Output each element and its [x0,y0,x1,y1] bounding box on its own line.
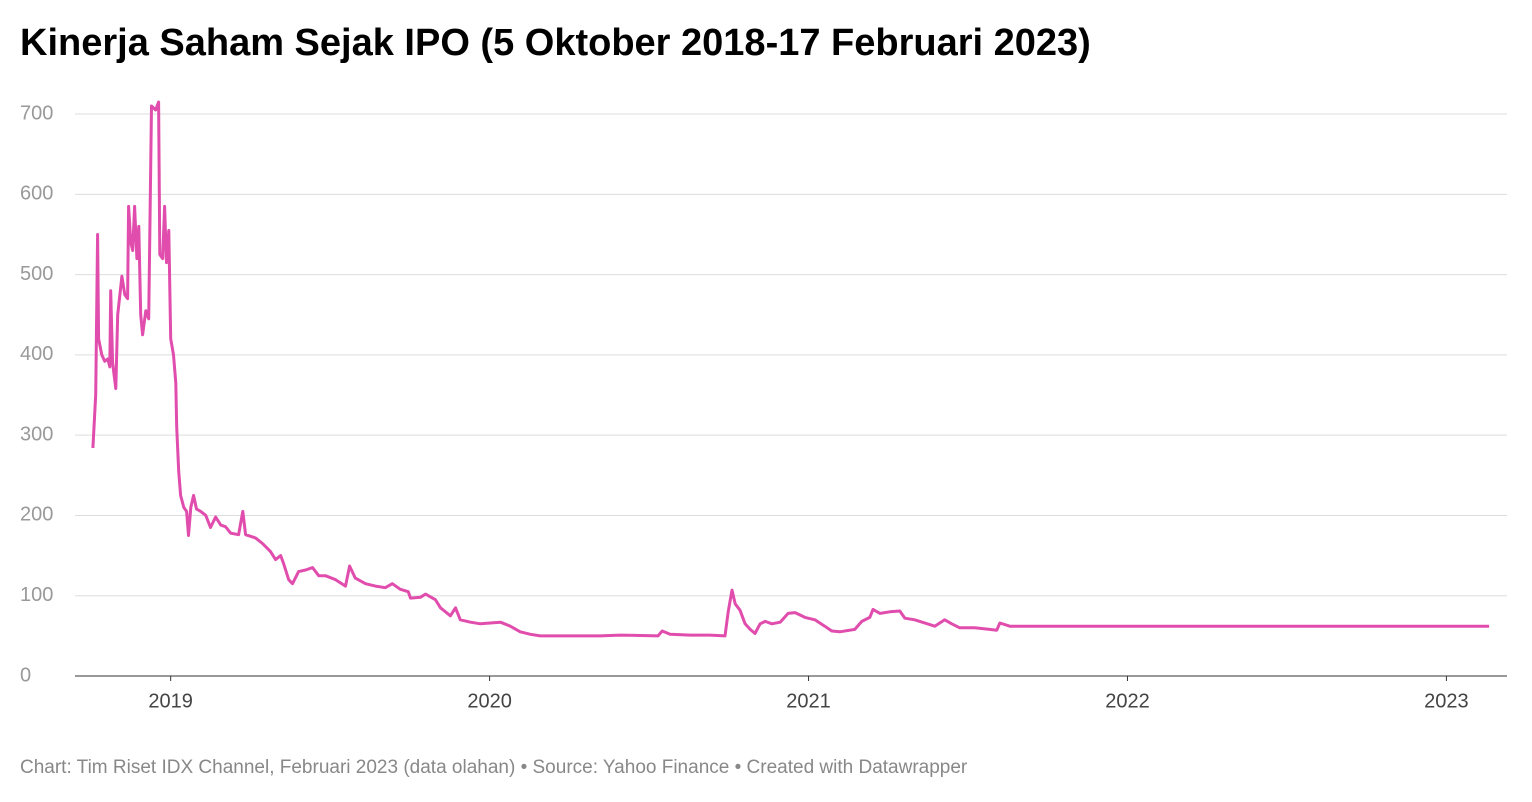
x-tick-label: 2022 [1105,690,1150,712]
y-tick-label: 500 [20,263,53,285]
y-tick-label: 700 [20,102,53,124]
chart-caption: Chart: Tim Riset IDX Channel, Februari 2… [20,757,968,778]
y-tick-label: 100 [20,584,53,606]
data-line [91,100,1490,638]
y-tick-label: 0 [20,664,31,686]
x-tick-label: 2023 [1424,690,1469,712]
x-tick-label: 2019 [148,690,193,712]
x-tick-label: 2021 [786,690,831,712]
y-tick-label: 300 [20,423,53,445]
y-tick-label: 600 [20,183,53,205]
y-tick-label: 400 [20,343,53,365]
y-tick-label: 200 [20,504,53,526]
chart-title: Kinerja Saham Sejak IPO (5 Oktober 2018-… [20,22,1091,64]
x-tick-label: 2020 [467,690,512,712]
